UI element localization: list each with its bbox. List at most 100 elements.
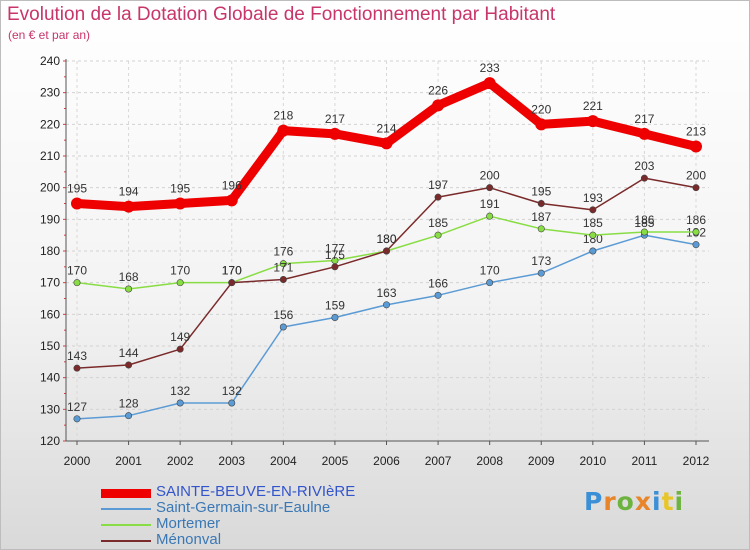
x-tick-label: 2006 xyxy=(373,454,400,468)
data-point xyxy=(331,313,339,321)
legend-label: Mortemer xyxy=(156,515,221,532)
data-point xyxy=(535,118,548,131)
x-tick-label: 2000 xyxy=(64,454,91,468)
data-label: 196 xyxy=(222,178,242,192)
data-label: 132 xyxy=(170,384,190,398)
data-label: 143 xyxy=(67,349,87,363)
x-tick-label: 2001 xyxy=(115,454,142,468)
data-point xyxy=(432,99,445,112)
data-point xyxy=(279,323,287,331)
data-point xyxy=(380,137,393,150)
logo-letter: x xyxy=(634,487,652,516)
data-label: 200 xyxy=(686,169,706,183)
data-label: 200 xyxy=(480,169,500,183)
data-point xyxy=(328,127,341,140)
x-tick-label: 2002 xyxy=(167,454,194,468)
data-label: 194 xyxy=(119,185,139,199)
data-label: 144 xyxy=(119,346,139,360)
data-label: 170 xyxy=(170,264,190,278)
data-point xyxy=(73,279,81,287)
data-label: 156 xyxy=(273,308,293,322)
data-point xyxy=(331,263,339,271)
data-label: 217 xyxy=(325,112,345,126)
y-tick-label: 140 xyxy=(40,371,60,385)
data-point xyxy=(692,184,700,192)
y-tick-label: 210 xyxy=(40,149,60,163)
data-point xyxy=(486,279,494,287)
y-tick-label: 240 xyxy=(40,54,60,68)
data-label: 149 xyxy=(170,330,190,344)
data-label: 132 xyxy=(222,384,242,398)
data-label: 213 xyxy=(686,125,706,139)
data-label: 180 xyxy=(376,232,396,246)
data-label: 220 xyxy=(531,102,551,116)
data-point xyxy=(589,206,597,214)
data-label: 128 xyxy=(119,397,139,411)
data-point xyxy=(589,247,597,255)
data-point xyxy=(589,231,597,239)
y-tick-label: 120 xyxy=(40,434,60,448)
data-label: 193 xyxy=(583,191,603,205)
data-label: 163 xyxy=(376,286,396,300)
data-label: 170 xyxy=(480,264,500,278)
logo-letter: o xyxy=(616,487,635,516)
x-tick-label: 2004 xyxy=(270,454,297,468)
data-point xyxy=(434,193,442,201)
data-point xyxy=(125,285,133,293)
y-tick-label: 160 xyxy=(40,307,60,321)
data-label: 176 xyxy=(273,245,293,259)
data-label: 226 xyxy=(428,83,448,97)
x-tick-label: 2012 xyxy=(683,454,710,468)
data-label: 168 xyxy=(119,270,139,284)
logo-letter: P xyxy=(584,487,604,516)
data-label: 166 xyxy=(428,276,448,290)
legend-swatch xyxy=(101,489,151,498)
y-tick-label: 230 xyxy=(40,86,60,100)
logo-letter: i xyxy=(652,487,662,516)
data-label: 185 xyxy=(634,216,654,230)
data-point xyxy=(176,345,184,353)
data-label: 173 xyxy=(531,254,551,268)
data-point xyxy=(382,247,390,255)
data-label: 170 xyxy=(222,264,242,278)
data-label: 195 xyxy=(170,182,190,196)
chart-subtitle: (en € et par an) xyxy=(8,28,91,42)
data-point xyxy=(225,194,238,207)
data-point xyxy=(640,228,648,236)
x-tick-label: 2009 xyxy=(528,454,555,468)
data-point xyxy=(73,364,81,372)
data-label: 175 xyxy=(325,248,345,262)
data-label: 214 xyxy=(376,121,396,135)
x-tick-label: 2007 xyxy=(425,454,452,468)
data-point xyxy=(690,140,702,153)
data-label: 187 xyxy=(531,210,551,224)
data-label: 177 xyxy=(325,242,345,256)
data-point xyxy=(537,200,545,208)
data-point xyxy=(176,399,184,407)
data-label: 170 xyxy=(67,264,87,278)
data-label: 186 xyxy=(686,213,706,227)
legend-swatch xyxy=(101,508,151,510)
data-point xyxy=(434,291,442,299)
y-tick-label: 150 xyxy=(40,339,60,353)
data-point xyxy=(125,361,133,369)
data-label: 221 xyxy=(583,99,603,113)
data-point xyxy=(176,279,184,287)
data-point xyxy=(434,231,442,239)
data-point xyxy=(382,301,390,309)
data-point xyxy=(537,225,545,233)
data-label: 180 xyxy=(376,232,396,246)
logo-letter: r xyxy=(603,487,617,516)
data-point xyxy=(228,279,236,287)
data-point xyxy=(228,399,236,407)
data-point xyxy=(277,124,290,137)
data-label: 233 xyxy=(480,61,500,75)
data-label: 127 xyxy=(67,400,87,414)
data-point xyxy=(537,269,545,277)
data-label: 218 xyxy=(273,109,293,123)
logo-letter: i xyxy=(674,487,685,516)
data-point xyxy=(640,174,648,182)
data-point xyxy=(279,260,287,268)
y-tick-label: 130 xyxy=(40,402,60,416)
